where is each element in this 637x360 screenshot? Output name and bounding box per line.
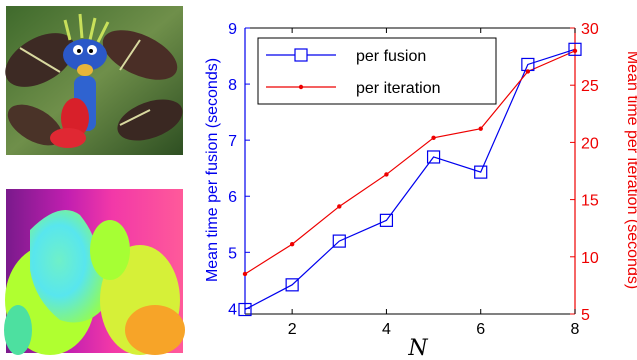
fusion-point — [285, 278, 299, 292]
iteration-point — [572, 48, 578, 54]
fusion-point — [332, 234, 346, 248]
right-y-tick-label: 20 — [581, 135, 599, 152]
left-y-tick-label: 4 — [228, 301, 237, 318]
left-y-tick-label: 8 — [228, 77, 237, 94]
right-y-tick-label: 30 — [581, 21, 599, 38]
iteration-point — [384, 172, 389, 177]
x-tick-label: 8 — [571, 321, 580, 338]
x-axis-label: N — [407, 336, 428, 360]
left-y-tick-label: 9 — [228, 21, 237, 38]
left-images-panel — [4, 6, 185, 355]
left-y-tick-label: 5 — [228, 245, 237, 262]
iteration-point — [431, 135, 436, 141]
iteration-point — [289, 242, 295, 247]
fusion-point — [568, 42, 582, 56]
x-tick-label: 6 — [476, 321, 485, 338]
flow-visualization — [4, 189, 185, 355]
x-tick-label: 2 — [288, 321, 297, 338]
series-line-per-iteration — [244, 50, 576, 275]
legend-label: per iteration — [356, 80, 441, 97]
fusion-point — [426, 150, 441, 164]
left-y-tick-label: 7 — [228, 133, 237, 150]
x-tick-label: 4 — [382, 321, 391, 338]
right-y-tick-label: 5 — [581, 307, 590, 324]
legend-marker — [294, 48, 308, 62]
fusion-point — [238, 302, 252, 317]
iteration-point — [337, 204, 342, 209]
legend-label: per fusion — [356, 48, 426, 65]
iteration-point — [525, 69, 531, 74]
legend: per fusion per iteration — [257, 37, 497, 105]
puppet-photo — [5, 6, 183, 155]
fusion-point — [379, 213, 394, 227]
iteration-point — [478, 126, 483, 131]
legend-marker — [298, 84, 304, 90]
right-y-tick-label: 15 — [581, 193, 599, 210]
right-y-tick-label: 10 — [581, 250, 599, 267]
right-y-tick-label: 25 — [581, 78, 599, 95]
iteration-point — [242, 271, 248, 277]
left-y-axis-label: Mean time per fusion (seconds) — [204, 58, 221, 282]
right-y-axis-label: Mean time per iteration (seconds) — [624, 51, 637, 289]
fusion-point — [474, 165, 488, 179]
series-line-per-fusion — [244, 48, 576, 311]
left-y-tick-label: 6 — [228, 189, 237, 206]
